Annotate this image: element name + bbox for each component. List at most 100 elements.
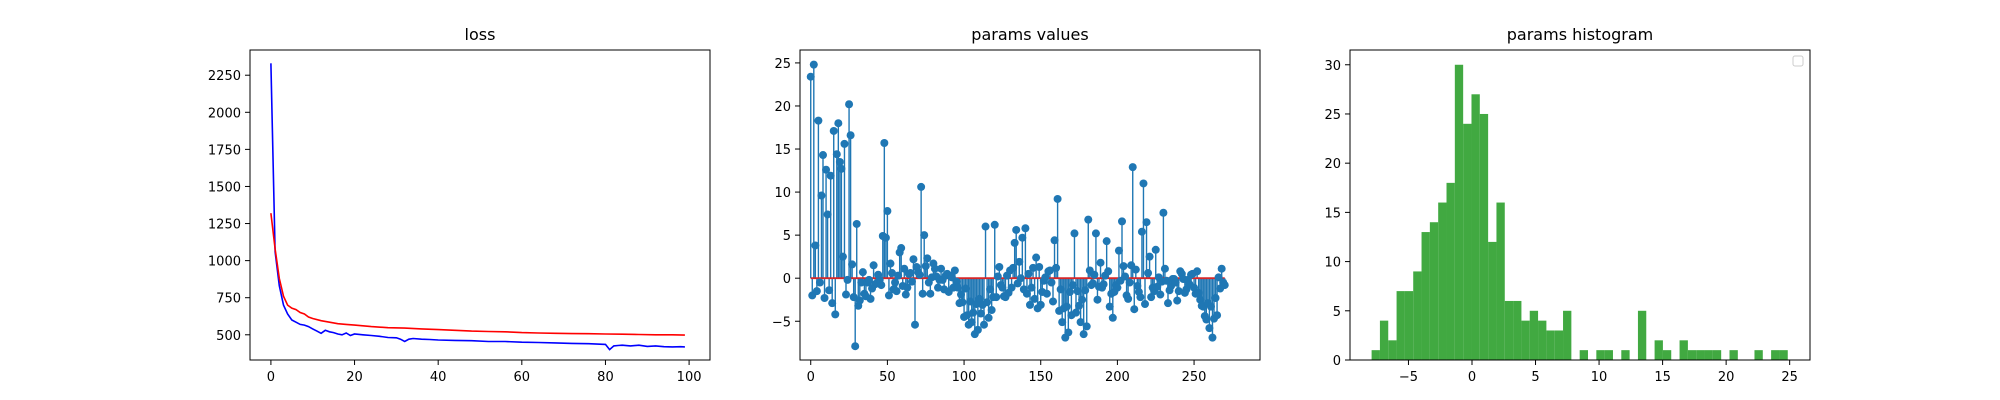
histogram-bar <box>1504 300 1514 360</box>
stem-marker <box>1072 308 1080 317</box>
stem-marker <box>1091 229 1100 238</box>
stem-marker <box>829 126 838 135</box>
stem-marker <box>1159 208 1168 217</box>
stem-marker <box>952 277 961 286</box>
stem-marker <box>958 298 967 307</box>
stem-marker <box>846 131 855 140</box>
stem-marker <box>966 297 975 306</box>
params-histogram-y-tick-label: 15 <box>1324 206 1341 221</box>
histogram-bar <box>1546 330 1555 360</box>
loss-x-tick-label: 100 <box>677 370 702 385</box>
histogram-bar <box>1637 310 1647 360</box>
stem-marker <box>1102 237 1111 246</box>
stem-marker <box>976 309 985 318</box>
stem-marker <box>869 261 878 270</box>
histogram-bar <box>1471 94 1480 361</box>
stem-marker <box>906 269 915 278</box>
params-histogram-x-tick-label: 25 <box>1781 370 1798 385</box>
stem-marker <box>987 306 996 315</box>
stem-marker <box>1114 246 1123 255</box>
stem-marker <box>815 278 824 287</box>
stem-marker <box>1036 300 1045 309</box>
stem-marker <box>1047 278 1056 287</box>
stem-marker <box>1162 276 1171 285</box>
histogram-bar <box>1463 123 1472 360</box>
params-histogram-chart: params histogram −5 0 5 10 15 20 25 0 5 10 15 20 25 3… <box>1324 25 1811 385</box>
params-histogram-y-tick-label: 25 <box>1324 108 1341 123</box>
params-histogram-chart-title: params histogram <box>1507 25 1653 44</box>
stem-marker <box>835 157 844 166</box>
histogram-bar <box>1488 241 1497 360</box>
stem-marker <box>832 150 841 159</box>
stem-marker <box>1147 293 1156 302</box>
stem-marker <box>1196 295 1205 304</box>
stem-marker <box>1104 267 1113 276</box>
stem-marker <box>848 260 857 269</box>
histogram-bar <box>1388 340 1397 360</box>
stem-marker <box>880 139 889 147</box>
stem-marker <box>1016 274 1025 283</box>
stem-marker <box>892 287 901 296</box>
stem-marker <box>1164 299 1172 308</box>
params-values-y-tick-label: 15 <box>774 143 791 158</box>
histogram-bar <box>1687 350 1697 360</box>
stem-marker <box>1070 229 1079 238</box>
stem-marker <box>995 263 1004 271</box>
stem-marker <box>1125 278 1134 287</box>
stem-marker <box>1133 281 1142 290</box>
stem-marker <box>888 269 896 278</box>
params-values-y-tick-label: 20 <box>774 100 791 115</box>
params-histogram-x-tick-label: 10 <box>1591 370 1608 385</box>
histogram-bar <box>1654 340 1663 360</box>
stem-marker <box>1193 267 1202 276</box>
histogram-bar <box>1521 320 1530 360</box>
stem-marker <box>980 320 988 329</box>
loss-y-tick-label: 2000 <box>208 106 241 121</box>
histogram-bar <box>1538 320 1547 360</box>
stem-marker <box>1012 225 1021 234</box>
stem-marker <box>1213 311 1222 320</box>
stem-marker <box>1208 333 1217 342</box>
loss-y-tick-label: 1250 <box>208 218 241 233</box>
params-values-x-tick-label: 150 <box>1028 370 1053 385</box>
stem-marker <box>1194 288 1203 297</box>
stem-marker <box>1042 289 1051 298</box>
stem-marker <box>1068 281 1077 290</box>
stem-marker <box>921 262 930 271</box>
stem-marker <box>840 139 849 148</box>
stem-marker <box>907 277 916 286</box>
stem-marker <box>1205 324 1214 333</box>
stem-marker <box>1130 305 1139 314</box>
stem-marker <box>823 210 832 219</box>
stem-marker <box>1079 330 1088 339</box>
loss-x-tick-label: 0 <box>267 370 275 385</box>
histogram-bar <box>1771 350 1780 360</box>
stem-marker <box>865 275 873 284</box>
stem-marker <box>1007 283 1016 292</box>
stem-marker <box>1032 253 1041 262</box>
stem-marker <box>1144 269 1153 278</box>
stem-marker <box>990 220 999 229</box>
stem-marker <box>1062 302 1071 311</box>
histogram-bar <box>1379 320 1389 360</box>
stem-marker <box>901 290 910 299</box>
stem-marker <box>1160 264 1169 273</box>
stem-marker <box>1108 313 1117 322</box>
params-values-y-tick-label: −5 <box>772 315 791 330</box>
stem-marker <box>819 151 827 160</box>
histogram-bar <box>1554 330 1564 360</box>
stem-marker <box>934 283 942 292</box>
stem-marker <box>1076 318 1085 327</box>
stem-marker <box>1075 301 1084 310</box>
histogram-bar <box>1429 222 1439 360</box>
histogram-bar <box>1479 113 1489 360</box>
loss-chart-title: loss <box>465 25 496 44</box>
histogram-bar <box>1496 202 1505 360</box>
stem-marker <box>926 289 935 298</box>
stem-marker <box>1128 163 1137 172</box>
stem-marker <box>923 254 932 263</box>
histogram-bar <box>1421 232 1430 360</box>
stem-marker <box>1099 280 1108 289</box>
stem-marker <box>1217 264 1226 273</box>
stem-marker <box>1145 252 1154 261</box>
